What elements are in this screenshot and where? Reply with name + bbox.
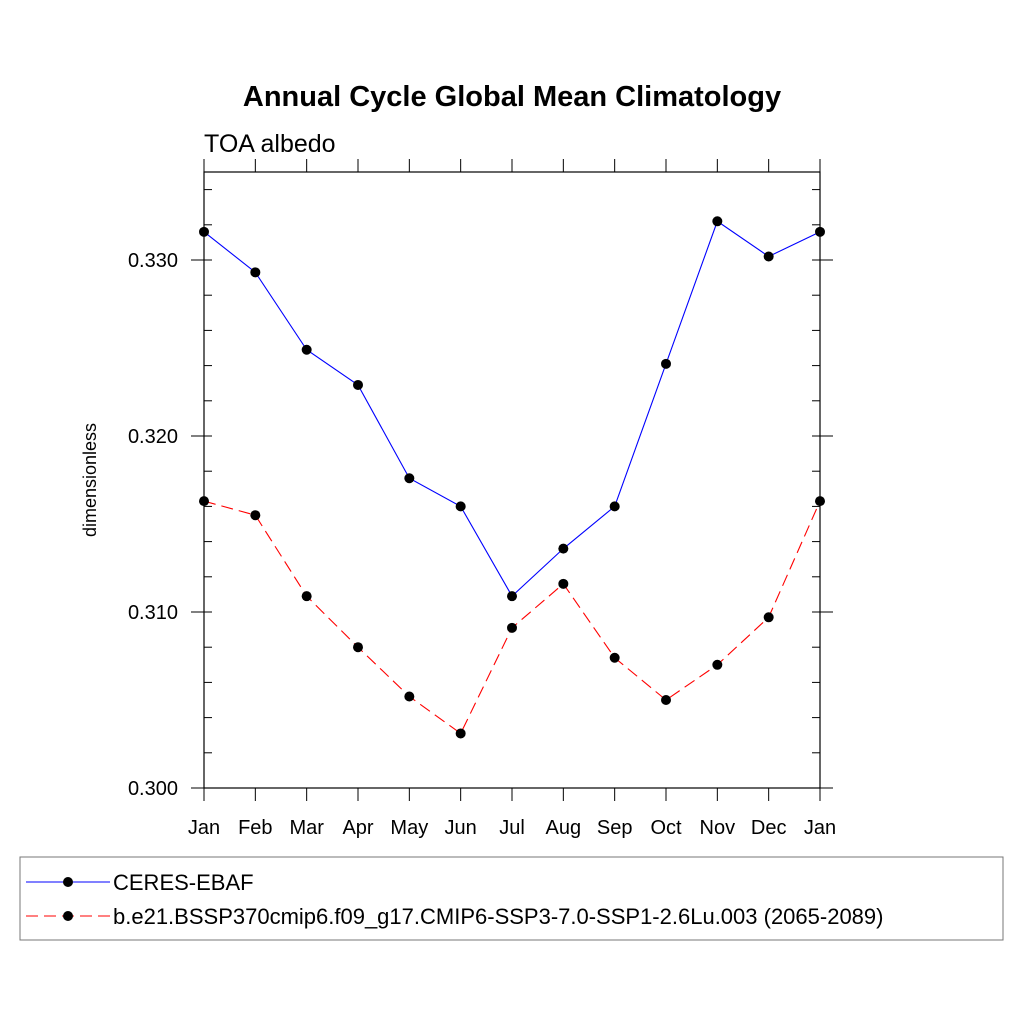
- data-point-1: [404, 473, 415, 484]
- data-point-2: [353, 642, 363, 653]
- data-point-1: [609, 501, 620, 512]
- x-tick-label: Apr: [342, 817, 373, 839]
- y-tick-label: 0.320: [128, 426, 178, 448]
- data-point-1: [250, 267, 261, 278]
- legend: CERES-EBAF b.e21.BSSP370cmip6.f09_g17.CMI…: [26, 870, 883, 929]
- data-point-2: [661, 695, 671, 705]
- data-point-1: [455, 501, 466, 512]
- x-tick-label: Feb: [238, 817, 272, 839]
- axis-ticks: [191, 159, 833, 801]
- chart-title: Annual Cycle Global Mean Climatology: [243, 81, 781, 113]
- data-point-2: [815, 496, 825, 507]
- data-point-1: [507, 591, 517, 602]
- y-tick-label: 0.300: [128, 778, 178, 800]
- plot-frame: [203, 171, 821, 789]
- x-tick-label: Sep: [597, 817, 633, 839]
- data-point-1: [301, 344, 312, 355]
- data-point-1: [353, 379, 363, 390]
- x-tick-label: Aug: [546, 817, 582, 839]
- data-point-1: [661, 358, 671, 369]
- data-point-1: [558, 543, 569, 554]
- x-tick-label: Dec: [751, 817, 787, 839]
- series-group: [199, 216, 825, 739]
- data-point-2: [301, 591, 312, 602]
- data-point-2: [250, 510, 261, 521]
- y-tick-labels: 0.300 0.310 0.320 0.330: [128, 250, 178, 800]
- data-point-2: [558, 578, 569, 589]
- legend-label-2: b.e21.BSSP370cmip6.f09_g17.CMIP6-SSP3-7.…: [113, 904, 883, 929]
- data-point-1: [712, 216, 723, 227]
- y-tick-label: 0.310: [128, 602, 178, 624]
- x-tick-label: Jun: [445, 817, 477, 839]
- x-tick-label: Jul: [499, 817, 525, 839]
- x-tick-label: Mar: [289, 817, 324, 839]
- data-point-2: [507, 622, 517, 633]
- chart-subtitle: TOA albedo: [204, 130, 336, 158]
- legend-label-1: CERES-EBAF: [113, 870, 254, 895]
- x-tick-label: Jan: [188, 817, 220, 839]
- y-tick-label: 0.330: [128, 250, 178, 272]
- data-point-2: [712, 659, 723, 670]
- legend-box: [19, 856, 1004, 941]
- data-point-2: [455, 728, 466, 739]
- x-tick-label: Jan: [804, 817, 836, 839]
- series-line-2: [203, 500, 821, 735]
- x-tick-label: Oct: [650, 817, 682, 839]
- y-axis-label: dimensionless: [80, 423, 100, 537]
- data-point-2: [199, 496, 209, 507]
- data-point-2: [609, 652, 620, 663]
- data-point-1: [763, 251, 774, 262]
- data-point-1: [815, 226, 825, 237]
- x-tick-label: May: [390, 817, 428, 839]
- data-point-2: [404, 691, 415, 702]
- series-line-1: [203, 220, 821, 598]
- legend-marker-2: [63, 911, 73, 921]
- data-point-1: [199, 226, 209, 237]
- x-tick-labels: Jan Feb Mar Apr May Jun Jul Aug Sep Oct Nov Dec Jan: [188, 817, 836, 839]
- legend-marker-1: [63, 877, 73, 887]
- data-point-2: [763, 612, 774, 623]
- x-tick-label: Nov: [700, 817, 736, 839]
